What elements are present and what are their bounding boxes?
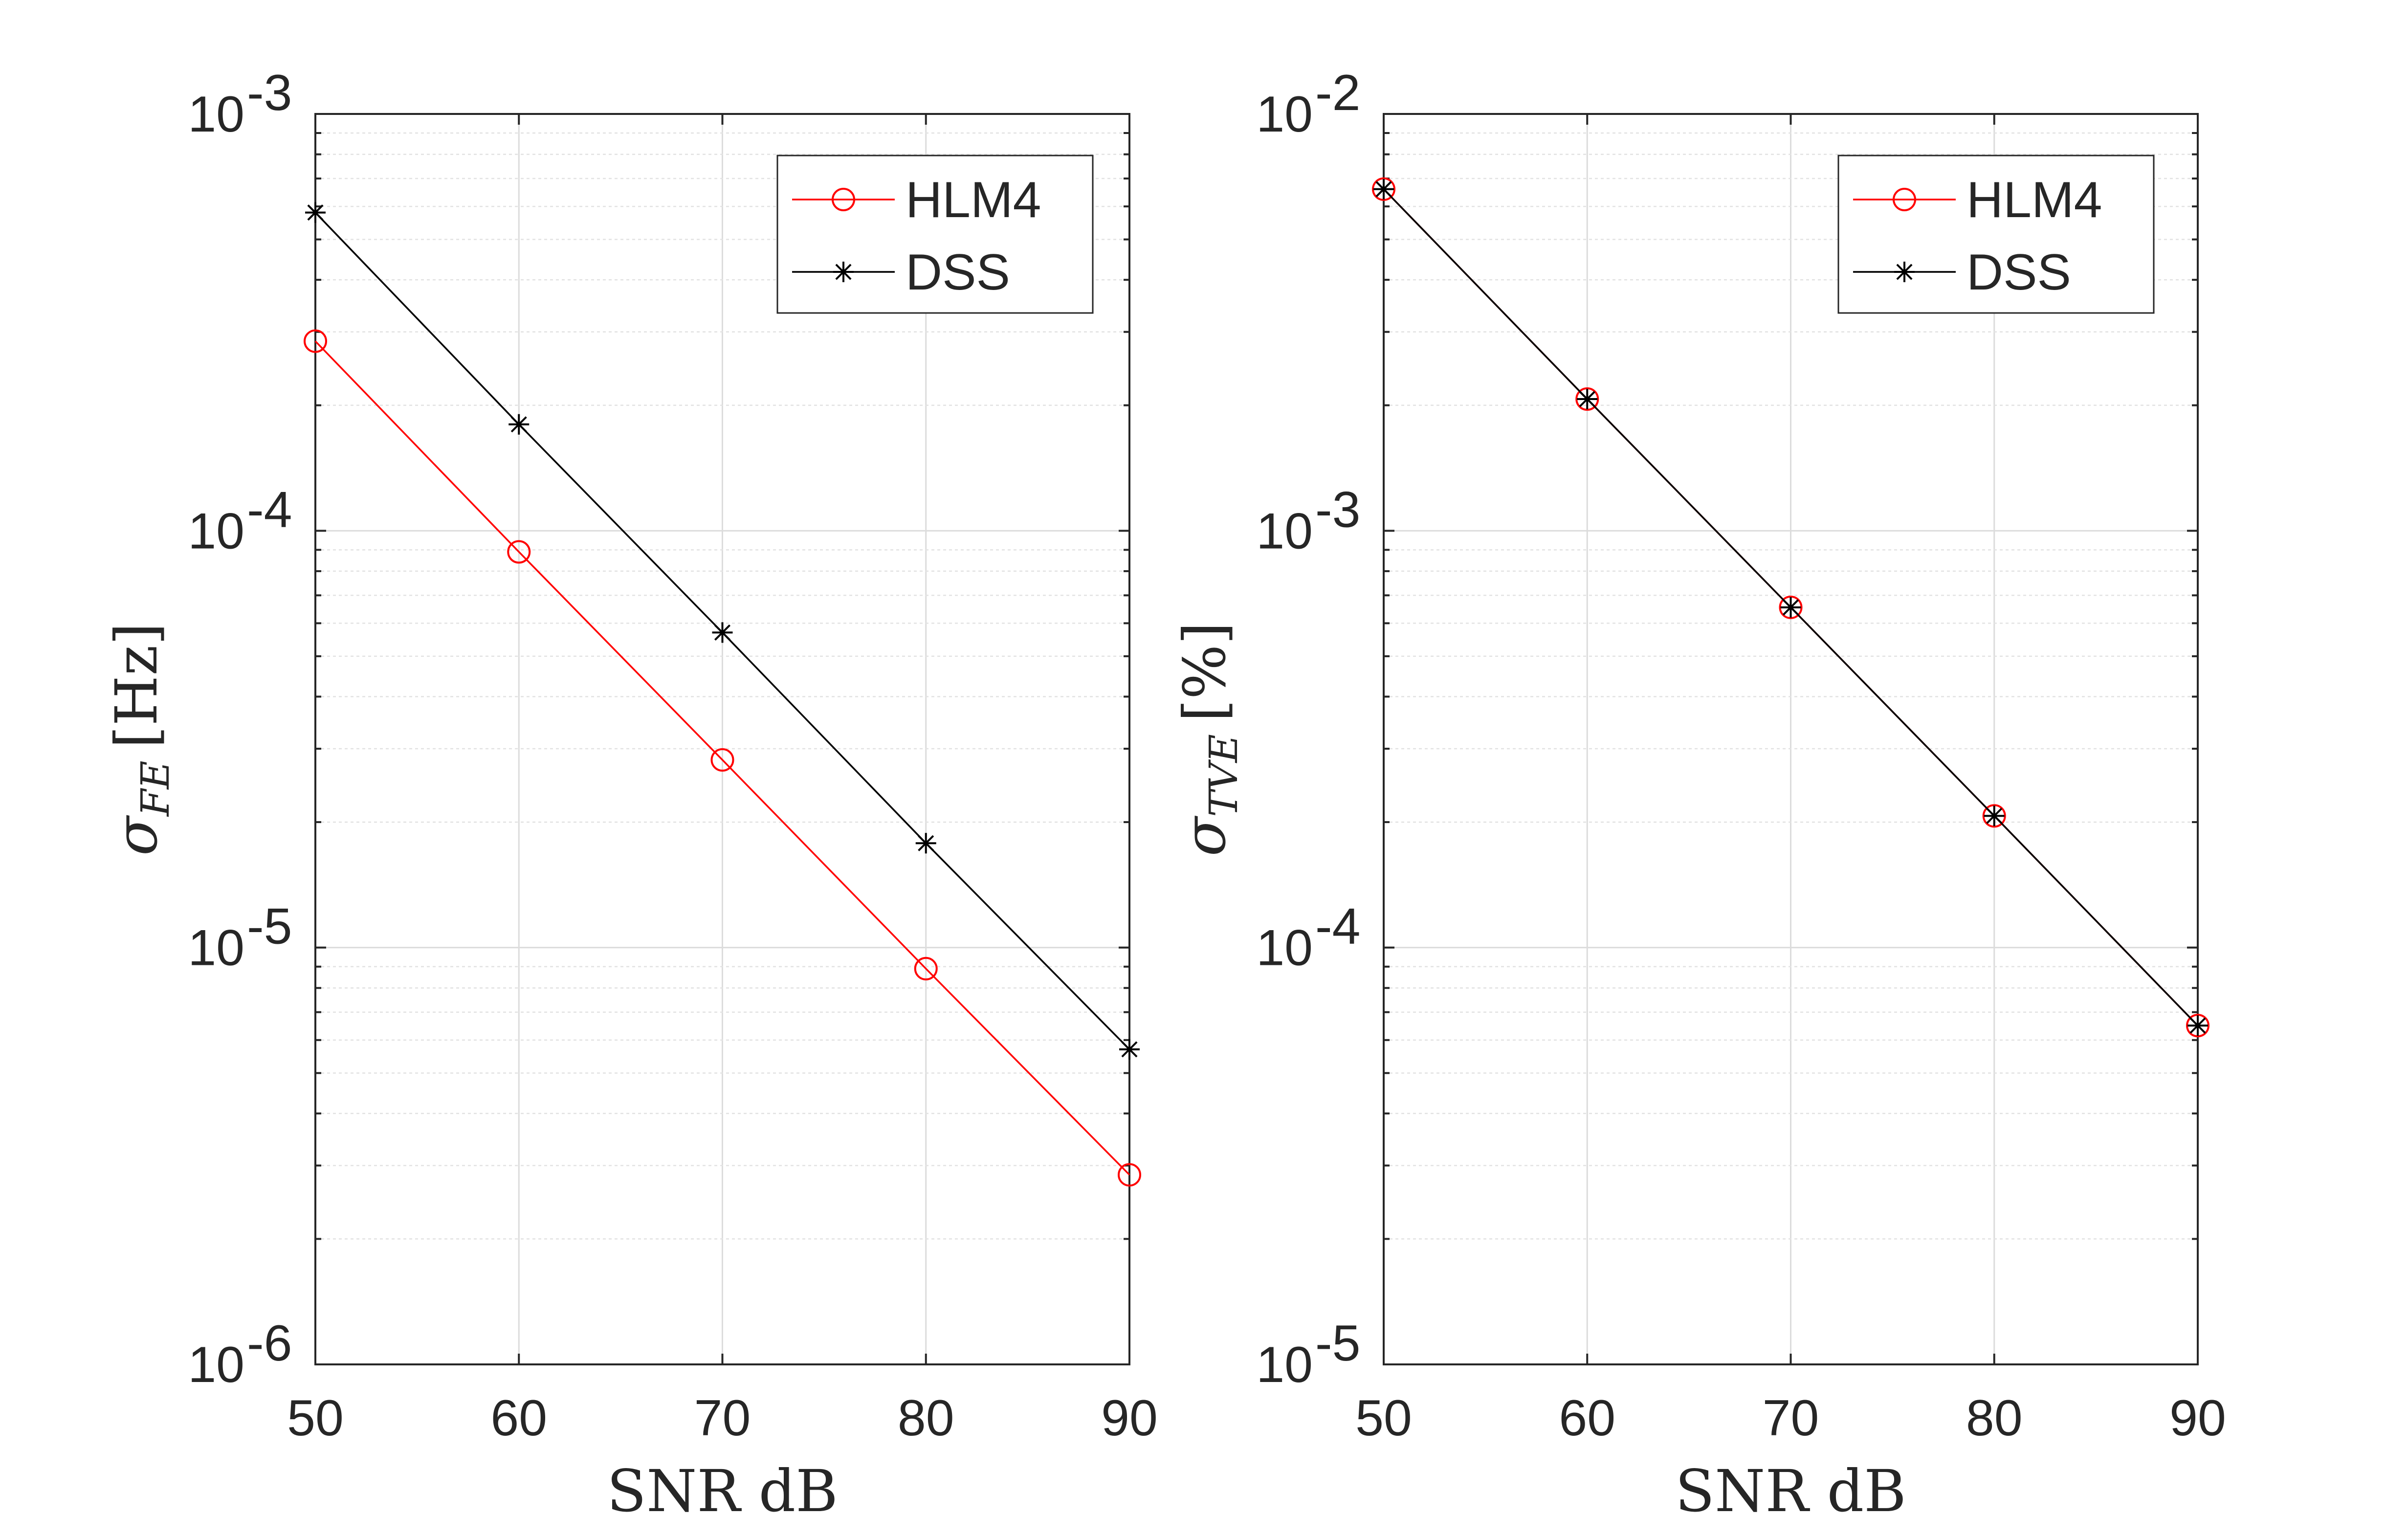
marker-stroke bbox=[510, 416, 527, 433]
data-point bbox=[712, 622, 733, 643]
data-point bbox=[305, 202, 326, 223]
x-tick-label: 90 bbox=[1101, 1390, 1158, 1447]
y-tick-label-exponent: -5 bbox=[247, 898, 292, 955]
y-tick-label-exponent: -4 bbox=[1315, 898, 1360, 955]
grid bbox=[314, 114, 1130, 1365]
data-point bbox=[1118, 1163, 1141, 1187]
series-dss bbox=[1373, 178, 2208, 1036]
data-point bbox=[914, 957, 938, 981]
x-axis-label: SNR dB bbox=[1675, 1457, 1906, 1516]
y-axis-label-unit: [%] bbox=[1171, 622, 1238, 722]
x-tick-label: 80 bbox=[898, 1390, 954, 1447]
y-tick-label-base: 10 bbox=[188, 920, 244, 977]
series-dss bbox=[305, 202, 1140, 1060]
data-point bbox=[1780, 597, 1801, 618]
marker-stroke bbox=[1579, 391, 1595, 407]
marker-stroke bbox=[1896, 264, 1913, 280]
x-tick-label: 60 bbox=[490, 1390, 547, 1447]
marker-stroke bbox=[918, 835, 934, 851]
data-point bbox=[507, 540, 531, 564]
data-point bbox=[508, 414, 530, 435]
y-tick-label-exponent: -3 bbox=[1315, 481, 1360, 538]
x-tick-label: 50 bbox=[287, 1390, 344, 1447]
marker-stroke bbox=[835, 264, 852, 280]
y-axis-label-symbol: σ bbox=[1171, 815, 1238, 856]
legend-label-hlm4: HLM4 bbox=[1966, 172, 2102, 228]
y-tick-label-base: 10 bbox=[1256, 503, 1313, 559]
y-tick-label-base: 10 bbox=[188, 503, 244, 559]
x-tick-label: 50 bbox=[1355, 1390, 1412, 1447]
marker-stroke bbox=[1375, 181, 1392, 198]
series-line bbox=[314, 340, 1130, 1176]
data-point bbox=[1119, 1039, 1140, 1060]
data-point bbox=[915, 833, 936, 854]
data-point bbox=[1575, 387, 1599, 411]
y-tick-label-exponent: -5 bbox=[1315, 1315, 1360, 1372]
data-point bbox=[2187, 1015, 2208, 1036]
legend: HLM4 DSS bbox=[1837, 155, 2155, 314]
data-point bbox=[710, 748, 734, 772]
data-point bbox=[1373, 178, 1394, 200]
x-tick-label: 70 bbox=[1763, 1390, 1819, 1447]
y-tick-label-exponent: -3 bbox=[247, 65, 292, 121]
data-point bbox=[304, 329, 327, 353]
y-tick-label-base: 10 bbox=[188, 86, 244, 143]
marker-stroke bbox=[1782, 599, 1799, 616]
data-point bbox=[1372, 177, 1395, 201]
y-tick-label-base: 10 bbox=[1256, 920, 1313, 977]
marker-stroke bbox=[307, 204, 324, 221]
marker-stroke bbox=[1121, 1041, 1138, 1058]
legend: HLM4 DSS bbox=[776, 155, 1094, 314]
y-axis-label-unit: [Hz] bbox=[103, 623, 170, 748]
legend-label-hlm4: HLM4 bbox=[906, 172, 1041, 228]
series-hlm4 bbox=[304, 329, 1141, 1187]
legend-label-dss: DSS bbox=[1966, 244, 2071, 301]
marker-stroke bbox=[714, 624, 731, 641]
legend-box bbox=[1837, 155, 2155, 314]
data-point bbox=[2186, 1014, 2209, 1038]
legend-marker bbox=[1893, 188, 1916, 211]
legend-marker bbox=[833, 262, 854, 282]
y-tick-label-base: 10 bbox=[188, 1337, 244, 1393]
x-axis-label: SNR dB bbox=[607, 1457, 838, 1516]
x-tick-label: 60 bbox=[1559, 1390, 1615, 1447]
y-tick-label-base: 10 bbox=[1256, 1337, 1313, 1393]
y-tick-label-exponent: -2 bbox=[1315, 65, 1360, 121]
y-axis-label-symbol: σ bbox=[103, 815, 170, 856]
y-tick-label-base: 10 bbox=[1256, 86, 1313, 143]
legend-marker bbox=[832, 188, 855, 211]
y-tick-label-exponent: -4 bbox=[247, 481, 292, 538]
y-tick-label-exponent: -6 bbox=[247, 1315, 292, 1372]
data-point bbox=[1779, 595, 1803, 619]
x-tick-label: 70 bbox=[694, 1390, 751, 1447]
marker-stroke bbox=[1986, 807, 2003, 824]
data-point bbox=[1577, 389, 1598, 410]
x-tick-label: 80 bbox=[1966, 1390, 2023, 1447]
y-axis-label: σFE [Hz] bbox=[103, 623, 178, 856]
data-point bbox=[1982, 804, 2006, 828]
marker-stroke bbox=[2189, 1017, 2206, 1034]
y-axis-label: σTVE [%] bbox=[1171, 622, 1246, 856]
y-axis-label-subscript: TVE bbox=[1201, 734, 1246, 817]
x-tick-label: 90 bbox=[2169, 1390, 2226, 1447]
legend-box bbox=[776, 155, 1094, 314]
y-axis-label-subscript: FE bbox=[133, 760, 178, 817]
data-point bbox=[1984, 805, 2005, 826]
legend-marker bbox=[1894, 262, 1915, 282]
legend-label-dss: DSS bbox=[906, 244, 1010, 301]
